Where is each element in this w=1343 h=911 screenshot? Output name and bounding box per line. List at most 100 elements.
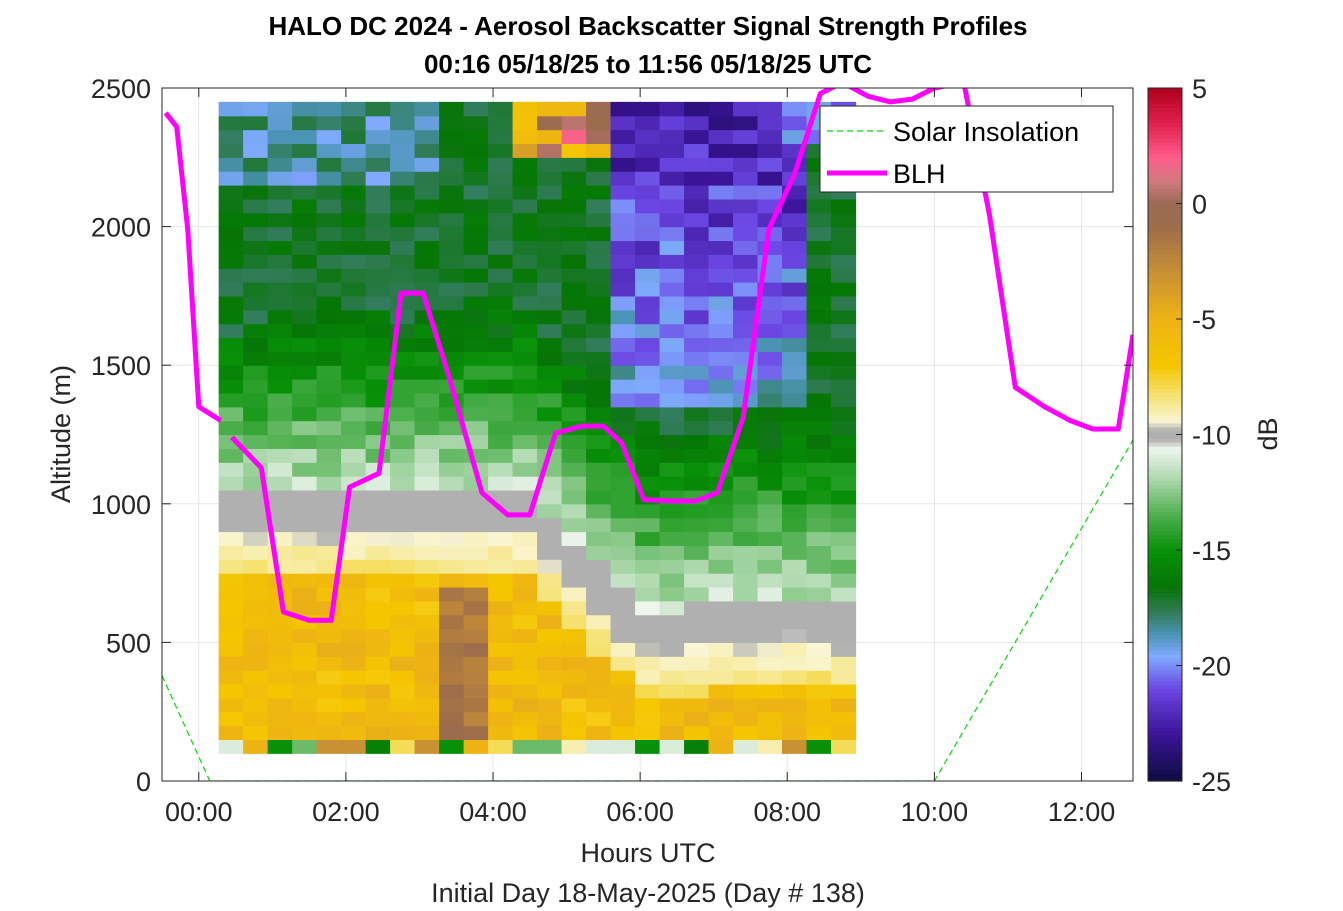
heatmap-cell	[341, 531, 367, 546]
heatmap-cell	[635, 240, 661, 255]
heatmap-cell	[684, 129, 710, 145]
heatmap-cell	[831, 683, 857, 699]
heatmap-cell	[463, 448, 489, 463]
colorbar-segment	[1148, 461, 1182, 466]
heatmap-cell	[292, 379, 318, 394]
heatmap-cell	[782, 711, 808, 727]
heatmap-cell	[243, 406, 269, 422]
heatmap-cell	[782, 697, 808, 713]
heatmap-cell	[733, 295, 759, 311]
heatmap-cell	[586, 157, 612, 172]
heatmap-cell	[341, 198, 367, 214]
heatmap-cell	[733, 309, 759, 325]
heatmap-cell	[488, 365, 514, 380]
heatmap-cell	[537, 198, 563, 214]
colorbar-segment	[1148, 661, 1182, 667]
colorbar-segment	[1148, 473, 1182, 478]
heatmap-cell	[243, 739, 269, 754]
heatmap-cell	[757, 517, 783, 533]
heatmap-cell	[439, 739, 465, 754]
heatmap-cell	[806, 517, 832, 533]
heatmap-cell	[390, 642, 416, 657]
heatmap-cell	[561, 573, 587, 588]
colorbar-segment	[1148, 596, 1182, 601]
heatmap-cell	[806, 642, 832, 657]
heatmap-cell	[733, 683, 759, 699]
heatmap-cell	[659, 101, 685, 117]
heatmap-cell	[365, 725, 391, 741]
heatmap-cell	[586, 600, 612, 616]
heatmap-cell	[757, 476, 783, 491]
heatmap-cell	[537, 212, 563, 228]
heatmap-cell	[414, 351, 440, 366]
heatmap-cell	[757, 725, 783, 741]
heatmap-cell	[782, 420, 808, 436]
heatmap-cell	[267, 226, 293, 242]
colorbar-segment	[1148, 361, 1182, 366]
heatmap-cell	[243, 309, 269, 325]
heatmap-cell	[414, 614, 440, 630]
heatmap-cell	[512, 198, 538, 214]
heatmap-cell	[463, 198, 489, 214]
heatmap-cell	[659, 683, 685, 699]
heatmap-cell	[365, 434, 391, 449]
heatmap-cell	[341, 600, 367, 616]
heatmap-cell	[610, 379, 636, 394]
heatmap-cell	[292, 586, 318, 602]
heatmap-cell	[537, 683, 563, 699]
heatmap-cell	[659, 392, 685, 408]
heatmap-cell	[439, 614, 465, 630]
heatmap-cell	[316, 185, 342, 200]
heatmap-cell	[439, 157, 465, 172]
heatmap-cell	[439, 586, 465, 602]
heatmap-cell	[561, 711, 587, 727]
colorbar-segment	[1148, 180, 1182, 185]
heatmap-cell	[708, 185, 734, 200]
heatmap-cell	[831, 365, 857, 380]
heatmap-cell	[365, 282, 391, 297]
colorbar-segment	[1148, 238, 1182, 243]
colorbar-segment	[1148, 438, 1182, 443]
heatmap-cell	[292, 559, 318, 574]
heatmap-cell	[733, 226, 759, 242]
heatmap-cell	[610, 725, 636, 741]
heatmap-cell	[806, 573, 832, 588]
heatmap-cell	[267, 489, 293, 505]
heatmap-cell	[782, 101, 808, 117]
heatmap-cell	[512, 683, 538, 699]
heatmap-cell	[610, 185, 636, 200]
heatmap-cell	[586, 586, 612, 602]
heatmap-cell	[341, 254, 367, 269]
heatmap-cell	[218, 739, 244, 754]
heatmap-cell	[708, 282, 734, 297]
heatmap-cell	[439, 198, 465, 214]
heatmap-cell	[635, 323, 661, 339]
heatmap-cell	[708, 379, 734, 394]
heatmap-cell	[218, 531, 244, 546]
colorbar-segment	[1148, 334, 1182, 339]
heatmap-cell	[586, 656, 612, 671]
heatmap-cell	[341, 379, 367, 394]
heatmap-cell	[267, 240, 293, 255]
heatmap-cell	[635, 739, 661, 754]
heatmap-cell	[439, 517, 465, 533]
heatmap-cell	[610, 683, 636, 699]
heatmap-cell	[218, 614, 244, 630]
heatmap-cell	[659, 670, 685, 685]
heatmap-cell	[414, 143, 440, 158]
heatmap-cell	[806, 282, 832, 297]
heatmap-cell	[635, 171, 661, 186]
heatmap-cell	[635, 531, 661, 546]
heatmap-cell	[243, 226, 269, 242]
colorbar-segment	[1148, 365, 1182, 370]
heatmap-cell	[708, 503, 734, 519]
heatmap-cell	[831, 517, 857, 533]
colorbar-segment	[1148, 723, 1182, 728]
colorbar-segment	[1148, 630, 1182, 636]
heatmap-cell	[733, 711, 759, 727]
heatmap-cell	[806, 462, 832, 477]
heatmap-cell	[267, 379, 293, 394]
heatmap-cell	[733, 517, 759, 533]
heatmap-cell	[365, 656, 391, 671]
colorbar-segment	[1148, 507, 1182, 513]
